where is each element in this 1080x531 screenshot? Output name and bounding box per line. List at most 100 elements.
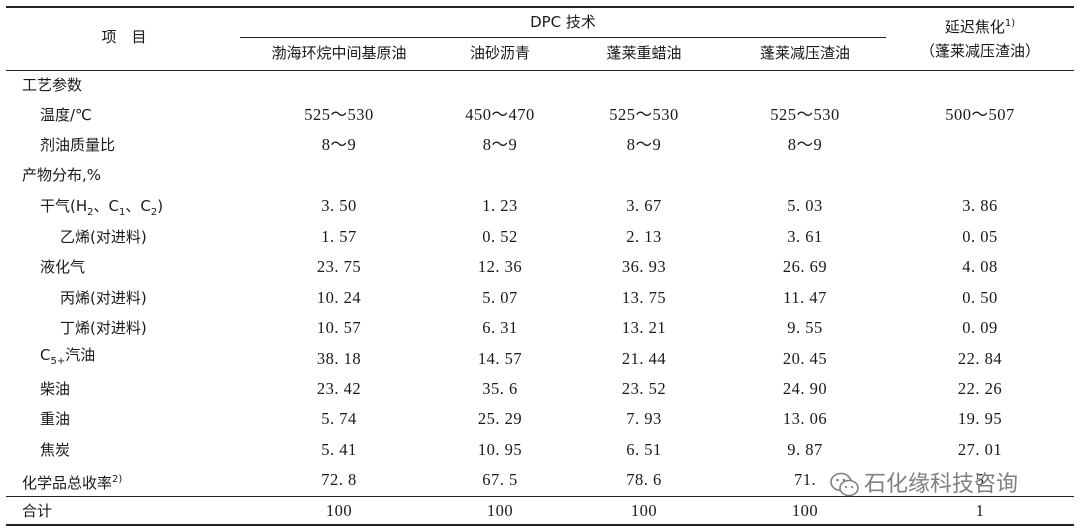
table-cell: 4. 08 [962,257,998,276]
table-cell: 78. 6 [626,470,662,489]
table-cell: 14. 57 [477,349,523,368]
table-cell: 450～470 [465,105,535,124]
row-label-propylene: 丙烯(对进料) [60,289,147,307]
chemicals-yield-text: 化学品总收率 [22,474,113,492]
row-label-catalyst-oil-ratio: 剂油质量比 [40,136,116,154]
table-bottom-rule [6,524,1074,526]
delayed-coking-feed-header: （蓬莱减压渣油） [919,42,1041,60]
dry-gas-h-subscript: 2 [87,207,94,218]
table-cell: 5. 74 [321,409,357,428]
table-cell: 35. 6 [482,379,518,398]
dry-gas-close-paren: ) [157,197,164,215]
table-cell: 10. 95 [477,440,523,459]
feed-header-oil-sand-bitumen: 油砂沥青 [469,44,531,62]
table-cell: 26. 69 [782,257,828,276]
c5-subscript: 5+ [50,356,66,367]
table-cell: 5 [975,470,985,489]
table-cell: 23. 75 [316,257,362,276]
dry-gas-c2-text: 、C [125,197,151,215]
row-label-process-parameters: 工艺参数 [22,76,83,94]
table-cell: 38. 18 [316,349,362,368]
item-column-header: 项 目 [101,28,147,46]
table-cell: 100 [486,501,514,520]
table-cell: 13. 75 [621,288,667,307]
table-cell: 0. 50 [962,288,998,307]
row-label-diesel: 柴油 [40,380,71,398]
feed-header-penglai-heavy-wax-oil: 蓬莱重蜡油 [606,44,682,62]
table-cell: 12. 36 [477,257,523,276]
table-cell: 36. 93 [621,257,667,276]
table-cell: 5. 41 [321,440,357,459]
dpc-underline-rule [240,37,886,38]
gasoline-text: 汽油 [65,346,96,364]
table-cell: 525～530 [770,105,840,124]
header-bottom-rule [6,70,1074,71]
footnote-2-marker: 2) [112,474,123,485]
table-cell: 3. 67 [626,196,662,215]
watermark: 石化缘科技咨询 [830,466,1018,498]
table-cell: 23. 42 [316,379,362,398]
dry-gas-c2-subscript: 2 [150,207,158,218]
table-cell: 19. 95 [957,409,1003,428]
table-cell: 100 [630,501,658,520]
row-label-lpg: 液化气 [40,258,86,276]
table-cell: 1 [975,501,985,520]
footnote-1-marker: 1) [1004,18,1016,29]
total-top-rule [6,496,1074,497]
row-label-total: 合计 [22,502,53,520]
delayed-coking-label: 延迟焦化 [944,18,1005,36]
table-top-rule [6,6,1074,8]
table-cell: 1. 23 [482,196,518,215]
dry-gas-c1-text: 、C [93,197,119,215]
table-cell: 8～9 [482,135,518,154]
table-cell: 9. 55 [787,318,823,337]
table-cell: 3. 61 [787,227,823,246]
table-cell: 0. 52 [482,227,518,246]
table-cell: 11. 47 [783,288,827,307]
table-cell: 6. 51 [626,440,662,459]
row-label-ethylene: 乙烯(对进料) [60,228,147,246]
table-cell: 24. 90 [782,379,828,398]
table-cell: 25. 29 [477,409,523,428]
row-label-chemicals-total-yield: 化学品总收率2) [22,470,122,493]
delayed-coking-header: 延迟焦化1) [945,14,1015,37]
table-cell: 10. 57 [316,318,362,337]
table-cell: 20. 45 [782,349,828,368]
table-cell: 500～507 [945,105,1015,124]
table-cell: 0. 05 [962,227,998,246]
table-cell: 13. 21 [621,318,667,337]
c5-text: C [40,346,51,364]
table-cell: 525～530 [609,105,679,124]
table-cell: 5. 07 [482,288,518,307]
row-label-product-distribution: 产物分布,% [22,166,102,184]
row-label-coke: 焦炭 [40,441,71,459]
table-cell: 100 [325,501,353,520]
table-cell: 8～9 [787,135,823,154]
table-cell: 21. 44 [621,349,667,368]
table-cell: 27. 01 [957,440,1003,459]
table-cell: 22. 26 [957,379,1003,398]
table-cell: 8～9 [321,135,357,154]
row-label-dry-gas: 干气(H2、C1、C2) [40,196,163,223]
table-cell: 3. 50 [321,196,357,215]
dry-gas-c1-subscript: 1 [119,207,126,218]
row-label-c5-gasoline: C5+汽油 [40,345,95,372]
watermark-text: 石化缘科技咨询 [864,472,1019,497]
row-label-butylene: 丁烯(对进料) [60,319,147,337]
table-cell: 100 [791,501,819,520]
table-cell: 5. 03 [787,196,823,215]
table-cell: 525～530 [304,105,374,124]
table-cell: 1. 57 [321,227,357,246]
table-cell: 71. [793,470,817,489]
table-cell: 13. 06 [782,409,828,428]
table-cell: 72. 8 [321,470,357,489]
row-label-temperature: 温度/℃ [40,106,92,124]
table-cell: 2. 13 [626,227,662,246]
row-label-heavy-oil: 重油 [40,410,71,428]
table-cell: 67. 5 [482,470,518,489]
table-cell: 22. 84 [957,349,1003,368]
table-cell: 0. 09 [962,318,998,337]
dpc-technology-header: DPC 技术 [530,13,596,31]
table-cell: 23. 52 [621,379,667,398]
feed-header-penglai-vacuum-residue: 蓬莱减压渣油 [759,44,851,62]
